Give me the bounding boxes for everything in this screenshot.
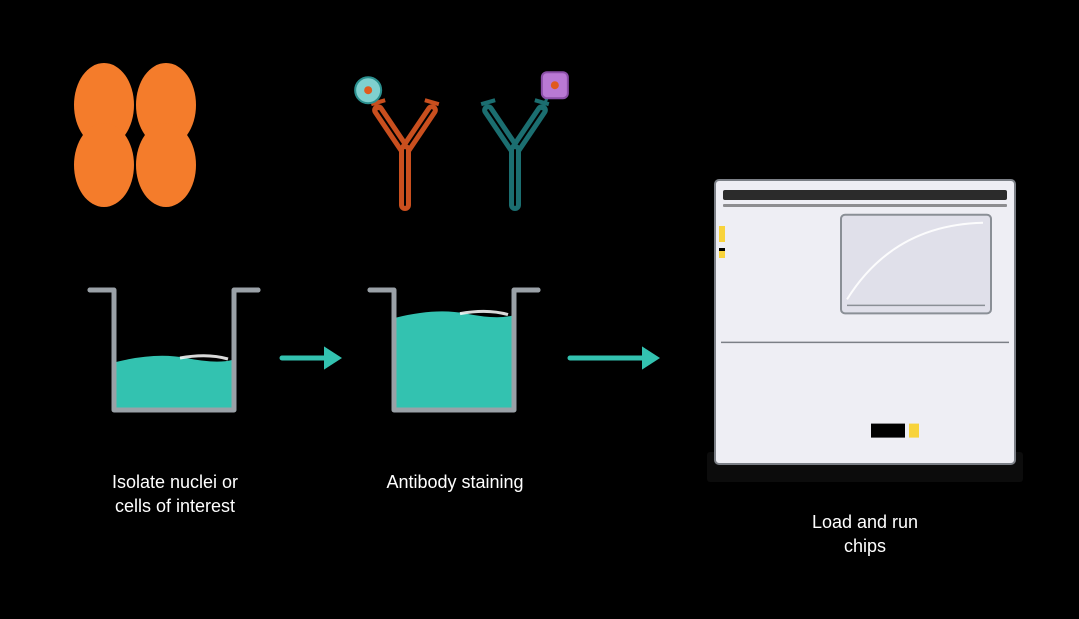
well-2 (370, 290, 538, 410)
step3-label-line2: chips (745, 534, 985, 558)
flow-arrow-1 (282, 346, 342, 369)
step2-label: Antibody staining (335, 470, 575, 494)
step1-label-line2: cells of interest (55, 494, 295, 518)
step1-label-line1: Isolate nuclei or (55, 470, 295, 494)
step3-label-line1: Load and run (745, 510, 985, 534)
antibody-orange (355, 77, 439, 205)
instrument (707, 180, 1023, 482)
well-1 (90, 290, 258, 410)
nuclei-cluster (74, 63, 196, 207)
antibody-teal (481, 72, 568, 205)
flow-arrow-2 (570, 346, 660, 369)
